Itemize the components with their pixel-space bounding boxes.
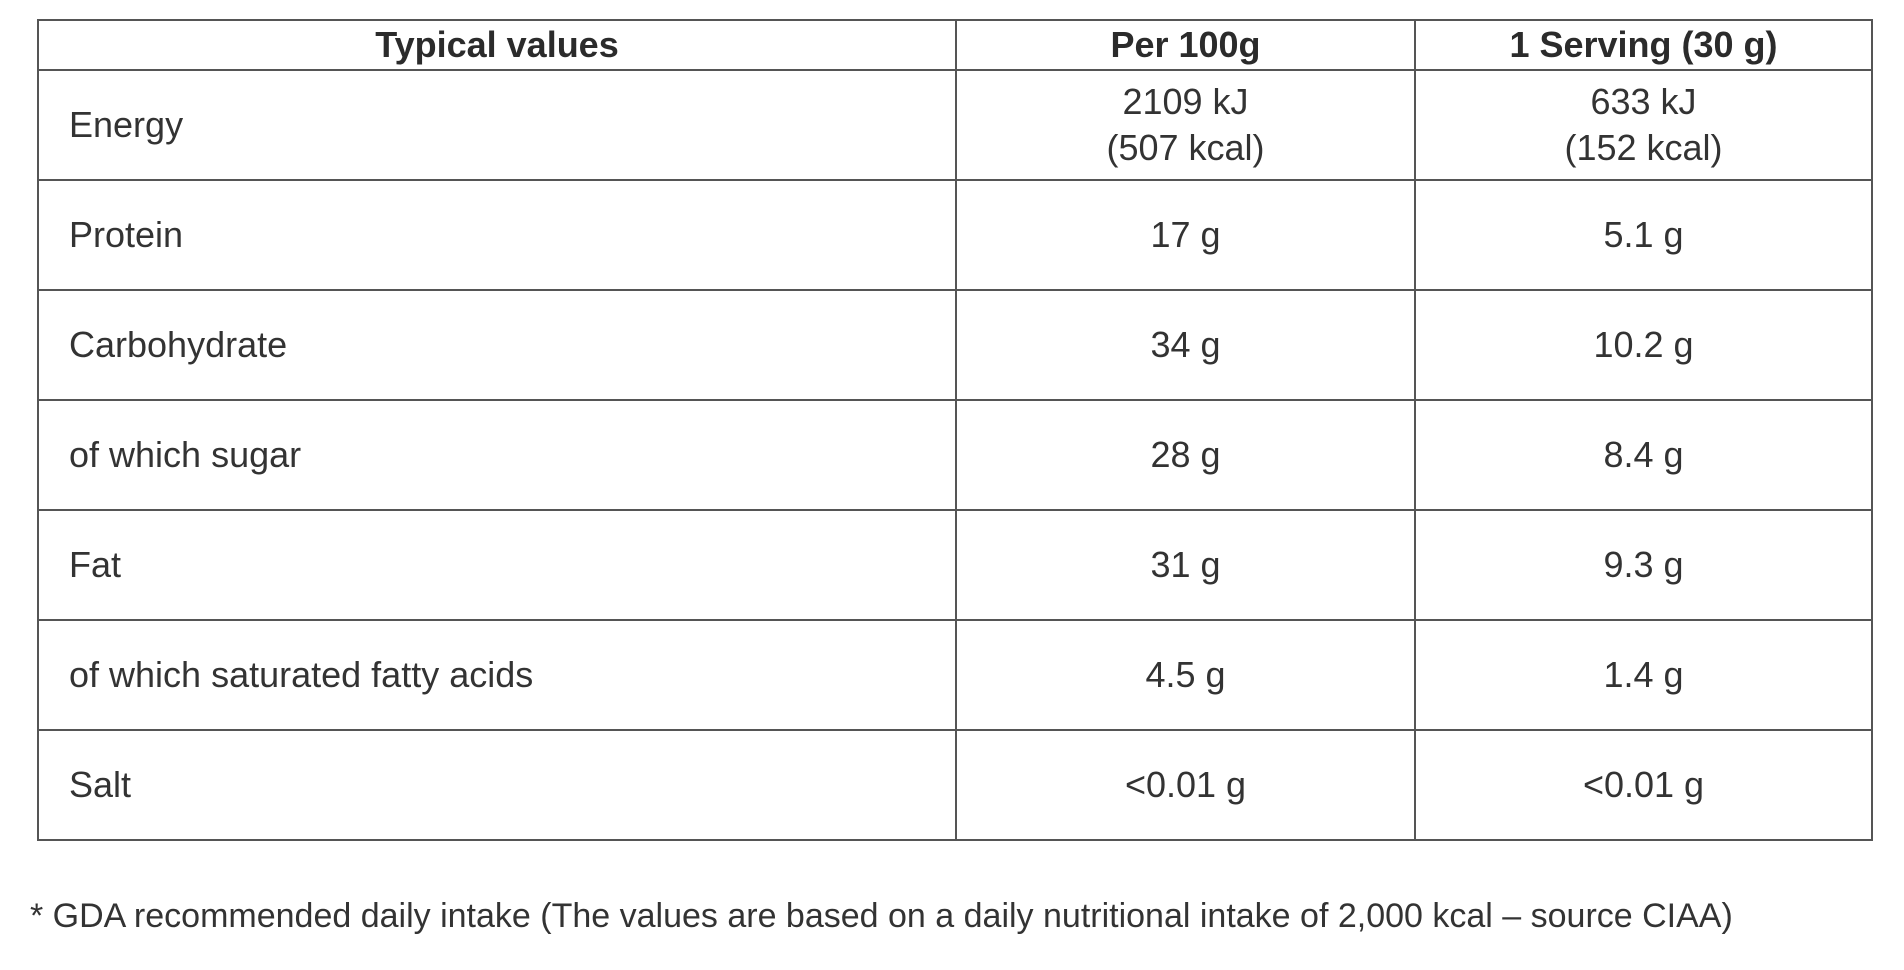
table-row-carbohydrate: Carbohydrate 34 g 10.2 g (37, 289, 1873, 401)
per-serving-value: 9.3 g (1414, 509, 1873, 621)
per-serving-value: 10.2 g (1414, 289, 1873, 401)
row-label: of which saturated fatty acids (37, 619, 957, 731)
row-label: Energy (37, 69, 957, 181)
per-serving-value: 1.4 g (1414, 619, 1873, 731)
table-row-energy: Energy 2109 kJ (507 kcal) 633 kJ (152 kc… (37, 69, 1873, 181)
table-row-saturated-fat: of which saturated fatty acids 4.5 g 1.4… (37, 619, 1873, 731)
per-serving-cell: 633 kJ (152 kcal) (1414, 69, 1873, 181)
per-100g-value-kj: 2109 kJ (1122, 81, 1249, 122)
per-100g-value: 28 g (955, 399, 1416, 511)
per-100g-cell: 2109 kJ (507 kcal) (955, 69, 1416, 181)
per-100g-value: 31 g (955, 509, 1416, 621)
per-serving-value: 5.1 g (1414, 179, 1873, 291)
per-100g-value: 17 g (955, 179, 1416, 291)
header-per-100g: Per 100g (955, 19, 1416, 71)
table-row-protein: Protein 17 g 5.1 g (37, 179, 1873, 291)
per-serving-value-kj: 633 kJ (1590, 81, 1697, 122)
gda-footnote: * GDA recommended daily intake (The valu… (30, 897, 1733, 935)
per-serving-value-kcal: (152 kcal) (1564, 127, 1723, 168)
nutrition-table: Typical values Per 100g 1 Serving (30 g)… (37, 19, 1873, 841)
header-per-serving: 1 Serving (30 g) (1414, 19, 1873, 71)
per-100g-value: 4.5 g (955, 619, 1416, 731)
row-label: of which sugar (37, 399, 957, 511)
per-100g-value-kcal: (507 kcal) (1106, 127, 1265, 168)
table-row-salt: Salt <0.01 g <0.01 g (37, 729, 1873, 841)
row-label: Salt (37, 729, 957, 841)
table-row-fat: Fat 31 g 9.3 g (37, 509, 1873, 621)
per-serving-value: 8.4 g (1414, 399, 1873, 511)
row-label: Protein (37, 179, 957, 291)
table-header-row: Typical values Per 100g 1 Serving (30 g) (37, 19, 1873, 71)
per-100g-value: <0.01 g (955, 729, 1416, 841)
per-100g-value: 34 g (955, 289, 1416, 401)
row-label: Carbohydrate (37, 289, 957, 401)
row-label: Fat (37, 509, 957, 621)
table-row-sugar: of which sugar 28 g 8.4 g (37, 399, 1873, 511)
header-typical-values: Typical values (37, 19, 957, 71)
per-serving-value: <0.01 g (1414, 729, 1873, 841)
